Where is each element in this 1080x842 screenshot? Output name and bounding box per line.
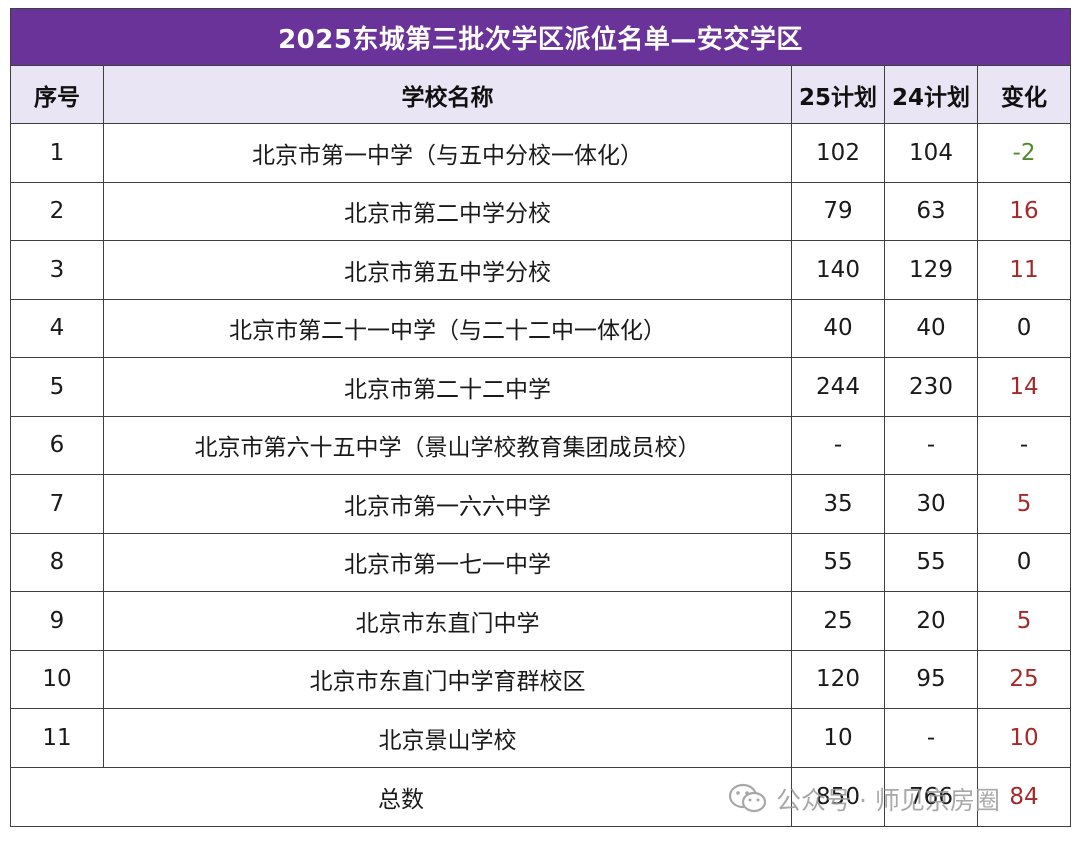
- row-plan24: 230: [884, 357, 978, 417]
- row-plan25: 244: [791, 357, 885, 417]
- row-plan24: 40: [884, 298, 978, 358]
- row-plan25: 35: [791, 474, 885, 534]
- row-plan25: 120: [791, 649, 885, 709]
- row-change: 0: [976, 532, 1072, 592]
- row-index: 3: [10, 240, 104, 300]
- row-plan24: -: [884, 415, 978, 475]
- row-plan24: 55: [884, 532, 978, 592]
- row-school: 北京市东直门中学育群校区: [103, 649, 792, 709]
- row-plan24: 30: [884, 474, 978, 534]
- row-plan25: 55: [791, 532, 885, 592]
- row-index: 5: [10, 357, 104, 417]
- table-row: 11 北京景山学校 10-10: [10, 708, 1072, 768]
- header-index: 序号: [10, 65, 104, 124]
- row-change: -: [976, 415, 1072, 475]
- row-school: 北京市第一七一中学: [103, 532, 792, 592]
- row-index: 1: [10, 123, 104, 183]
- row-index: 2: [10, 181, 104, 241]
- row-plan25: 40: [791, 298, 885, 358]
- row-change: 5: [976, 474, 1072, 534]
- quota-table-container: 2025东城第三批次学区派位名单—安交学区 序号 学校名称 25计划 24计划 …: [9, 8, 1072, 827]
- table-row: 7 北京市第一六六中学 35 30 5: [10, 474, 1072, 534]
- header-change: 变化: [976, 65, 1072, 124]
- row-index: 9: [10, 591, 104, 651]
- table-row: 9 北京市东直门中学 25 20 5: [10, 591, 1072, 651]
- row-index: 11: [10, 708, 104, 768]
- table-title: 2025东城第三批次学区派位名单—安交学区: [9, 8, 1072, 66]
- table-row: 2 北京市第二中学分校 79 63 16: [10, 181, 1072, 241]
- row-plan25: 25: [791, 591, 885, 651]
- row-school: 北京市第二十二中学: [103, 357, 792, 417]
- row-plan25: 102: [791, 123, 885, 183]
- row-school: 北京市第五中学分校: [103, 240, 792, 300]
- table-row: 10 北京市东直门中学育群校区 120 95 25: [10, 649, 1072, 709]
- table-row: 6 北京市第六十五中学（景山学校教育集团成员校） - - -: [10, 415, 1072, 475]
- row-plan24: 63: [884, 181, 978, 241]
- quota-table: 2025东城第三批次学区派位名单—安交学区 序号 学校名称 25计划 24计划 …: [9, 8, 1072, 827]
- row-plan24: -: [884, 708, 978, 768]
- total-row: 总数 850 766 84: [10, 766, 1072, 827]
- row-plan24: 104: [884, 123, 978, 183]
- row-school: 北京市东直门中学: [103, 591, 792, 651]
- row-plan25: 79: [791, 181, 885, 241]
- row-index: 4: [10, 298, 104, 358]
- row-plan24: 20: [884, 591, 978, 651]
- row-change: 0: [976, 298, 1072, 358]
- total-plan24: 766: [884, 766, 978, 827]
- table-row: 4 北京市第二十一中学（与二十二中一体化） 40 40 0: [10, 298, 1072, 358]
- row-school: 北京景山学校: [103, 708, 792, 768]
- row-plan25: -: [791, 415, 885, 475]
- table-row: 8 北京市第一七一中学 55 55 0: [10, 532, 1072, 592]
- row-school: 北京市第二中学分校: [103, 181, 792, 241]
- row-index: 7: [10, 474, 104, 534]
- row-change: -2: [976, 123, 1072, 183]
- row-change: 5: [976, 591, 1072, 651]
- row-index: 10: [10, 649, 104, 709]
- total-label: 总数: [10, 766, 792, 827]
- row-change: 16: [976, 181, 1072, 241]
- row-plan25: 10: [791, 708, 885, 768]
- table-body: 1 北京市第一中学（与五中分校一体化） 102 104 -2 2 北京市第二中学分校 79 63…: [10, 123, 1072, 768]
- row-index: 6: [10, 415, 104, 475]
- row-plan24: 95: [884, 649, 978, 709]
- row-school: 北京市第一六六中学: [103, 474, 792, 534]
- header-school: 学校名称: [103, 65, 792, 124]
- row-plan25: 140: [791, 240, 885, 300]
- row-change: 25: [976, 649, 1072, 709]
- row-change: 11: [976, 240, 1072, 300]
- total-change: 84: [976, 766, 1072, 827]
- row-school: 北京市第二十一中学（与二十二中一体化）: [103, 298, 792, 358]
- table-row: 5 北京市第二十二中学 244 230 14: [10, 357, 1072, 417]
- total-plan25: 850: [791, 766, 885, 827]
- header-plan24: 24计划: [884, 65, 978, 124]
- row-change: 14: [976, 357, 1072, 417]
- table-row: 3 北京市第五中学分校 140 129 11: [10, 240, 1072, 300]
- row-index: 8: [10, 532, 104, 592]
- row-plan24: 129: [884, 240, 978, 300]
- header-plan25: 25计划: [791, 65, 885, 124]
- row-school: 北京市第一中学（与五中分校一体化）: [103, 123, 792, 183]
- header-row: 序号 学校名称 25计划 24计划 变化: [10, 65, 1072, 124]
- table-row: 1 北京市第一中学（与五中分校一体化） 102 104 -2: [10, 123, 1072, 183]
- row-school: 北京市第六十五中学（景山学校教育集团成员校）: [103, 415, 792, 475]
- row-change: 10: [976, 708, 1072, 768]
